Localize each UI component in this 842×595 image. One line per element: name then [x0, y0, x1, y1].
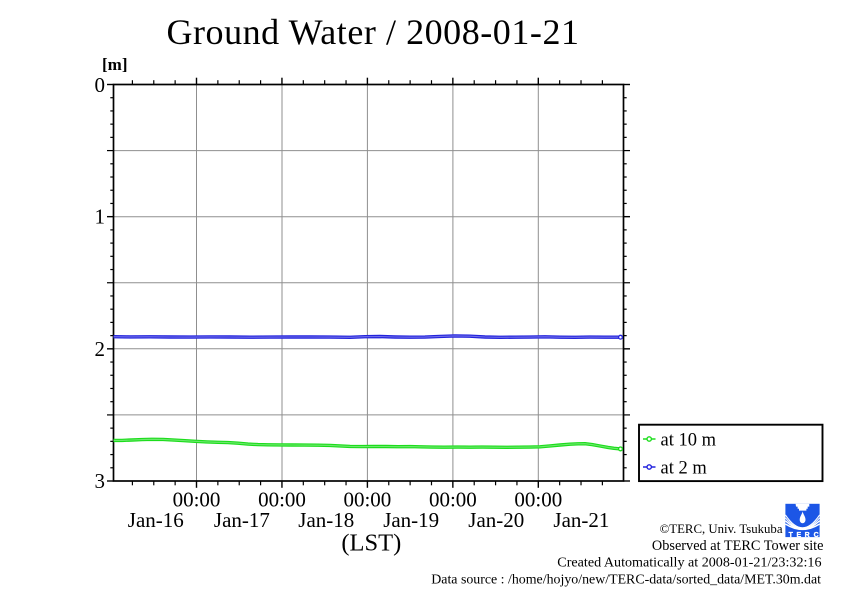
- svg-text:R: R: [805, 532, 810, 539]
- svg-text:©TERC, Univ. Tsukuba: ©TERC, Univ. Tsukuba: [660, 522, 783, 536]
- svg-text:T: T: [789, 532, 794, 539]
- svg-text:1: 1: [95, 205, 106, 229]
- svg-text:Jan-16: Jan-16: [128, 508, 184, 532]
- svg-text:Jan-17: Jan-17: [214, 508, 270, 532]
- svg-text:2: 2: [95, 337, 106, 361]
- svg-text:Jan-18: Jan-18: [298, 508, 354, 532]
- svg-text:Created Automatically at 2008-: Created Automatically at 2008-01-21/23:3…: [557, 555, 821, 571]
- svg-text:at 2 m: at 2 m: [661, 459, 708, 479]
- svg-text:Jan-21: Jan-21: [553, 508, 609, 532]
- svg-text:00:00: 00:00: [429, 487, 477, 511]
- svg-text:3: 3: [95, 469, 106, 493]
- svg-text:0: 0: [95, 73, 106, 97]
- svg-text:00:00: 00:00: [258, 487, 306, 511]
- svg-text:E: E: [796, 532, 801, 539]
- svg-text:Observed at TERC Tower site: Observed at TERC Tower site: [652, 538, 824, 554]
- svg-text:at 10 m: at 10 m: [661, 431, 717, 451]
- svg-text:00:00: 00:00: [173, 487, 221, 511]
- svg-text:C: C: [814, 532, 819, 539]
- svg-text:Ground Water / 2008-01-21: Ground Water / 2008-01-21: [166, 12, 579, 52]
- svg-text:(LST): (LST): [341, 530, 401, 557]
- svg-text:00:00: 00:00: [343, 487, 391, 511]
- svg-text:00:00: 00:00: [514, 487, 562, 511]
- svg-text:Jan-20: Jan-20: [468, 508, 524, 532]
- svg-text:Data source : /home/hojyo/new/: Data source : /home/hojyo/new/TERC-data/…: [431, 573, 821, 588]
- svg-text:Jan-19: Jan-19: [383, 508, 439, 532]
- svg-text:[m]: [m]: [102, 55, 127, 74]
